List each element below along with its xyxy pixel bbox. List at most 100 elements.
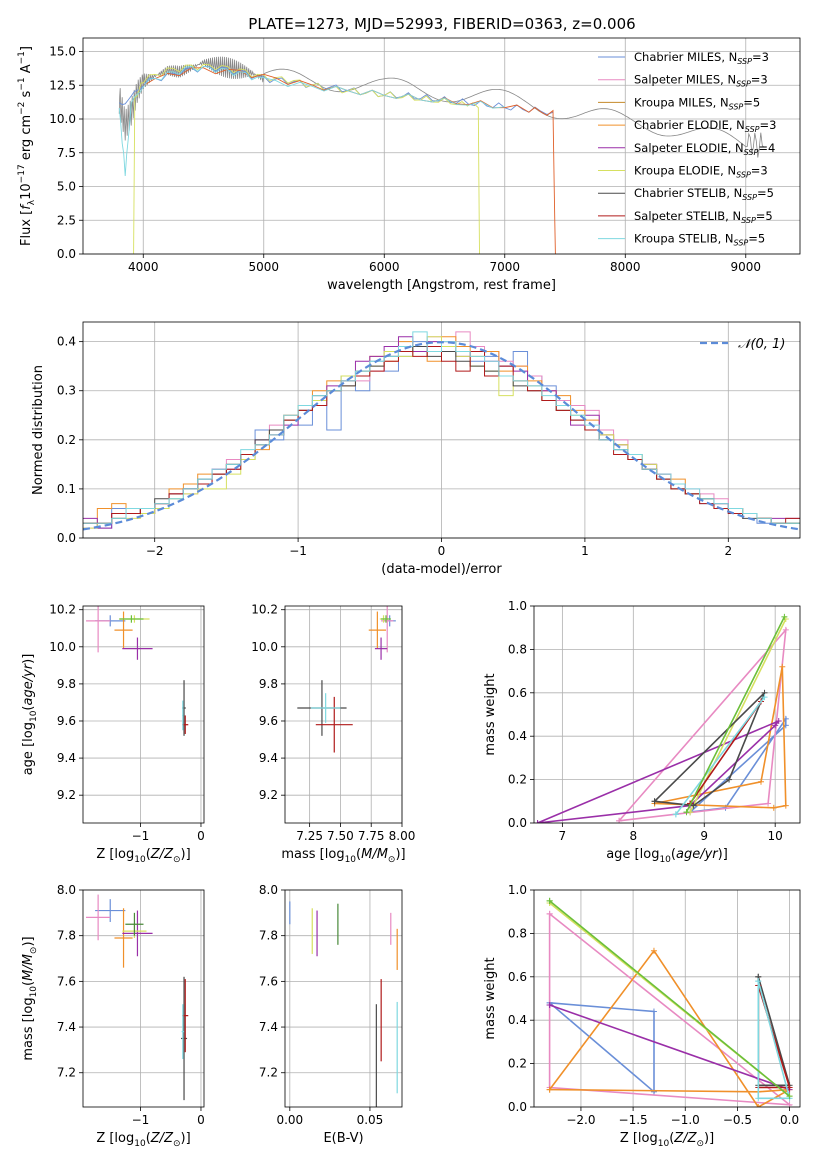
x-tick-label: −1.5 bbox=[619, 1113, 648, 1127]
error-bar-point bbox=[122, 637, 153, 660]
y-tick-label: 15.0 bbox=[49, 45, 76, 59]
label-part: ( bbox=[671, 847, 676, 862]
y-tick-label: 9.8 bbox=[259, 677, 278, 691]
weight-marker bbox=[534, 820, 541, 823]
label-part: SSP bbox=[741, 216, 756, 225]
label-part: SSP bbox=[745, 125, 760, 134]
error-bar-point bbox=[374, 637, 388, 660]
y-tick-label: 7.4 bbox=[259, 1020, 278, 1034]
label-part: Salpeter ELODIE, N bbox=[634, 141, 744, 155]
weight-marker bbox=[755, 978, 762, 985]
y-tick-label: 0.2 bbox=[508, 1057, 527, 1071]
label-part: age [log bbox=[21, 722, 36, 775]
label-part: Chabrier STELIB, N bbox=[634, 186, 742, 200]
label-part: =3 bbox=[751, 164, 768, 178]
label-part: 10 bbox=[29, 986, 39, 998]
plot-area bbox=[297, 606, 396, 753]
y-axis-label: mass weight bbox=[483, 673, 498, 755]
y-tick-label: 2.5 bbox=[57, 213, 76, 227]
label-part: −1 bbox=[17, 51, 27, 64]
label-part: f bbox=[19, 203, 34, 210]
x-tick-label: 6000 bbox=[369, 260, 400, 274]
label-part: 10 bbox=[659, 855, 671, 865]
label-part: ⊙ bbox=[696, 1139, 704, 1149]
y-tick-label: 0.0 bbox=[57, 247, 76, 261]
label-part: mass [log bbox=[281, 847, 344, 862]
weight-marker bbox=[650, 1088, 657, 1095]
x-tick-label: 0 bbox=[197, 1113, 205, 1127]
y-tick-label: 10.2 bbox=[251, 603, 278, 617]
y-tick-label: 8.0 bbox=[259, 883, 278, 897]
error-bar-point bbox=[381, 615, 391, 623]
x-tick-label: 9 bbox=[700, 829, 708, 843]
weight-marker bbox=[672, 811, 679, 818]
label-part: 10 bbox=[134, 1139, 146, 1149]
label-part: mass [log bbox=[21, 997, 36, 1060]
label-part: 10 bbox=[345, 855, 357, 865]
plot-area bbox=[86, 894, 189, 1101]
weight-line bbox=[548, 913, 793, 1106]
label-part: ( bbox=[669, 1131, 674, 1146]
label-part: ( bbox=[146, 847, 151, 862]
label-part: )] bbox=[21, 936, 36, 946]
y-tick-label: 7.6 bbox=[57, 974, 76, 988]
error-bar-point bbox=[122, 910, 153, 957]
label-part: ⊙ bbox=[29, 947, 39, 955]
label-part: )] bbox=[181, 847, 191, 862]
x-tick-label: −1.0 bbox=[671, 1113, 700, 1127]
label-part: A bbox=[19, 64, 34, 77]
x-tick-label: −1 bbox=[289, 544, 307, 558]
axes-frame bbox=[82, 37, 801, 255]
x-tick-label: 0.0 bbox=[780, 1113, 799, 1127]
y-tick-label: 0.4 bbox=[57, 335, 76, 349]
weight-line bbox=[757, 980, 791, 1100]
label-part: Salpeter MILES, N bbox=[634, 73, 736, 87]
axes-frame bbox=[82, 321, 801, 539]
label-part: )] bbox=[704, 1131, 714, 1146]
y-tick-label: 5.0 bbox=[57, 180, 76, 194]
plot-area bbox=[534, 613, 789, 823]
label-part: Z/Z bbox=[673, 1131, 697, 1146]
axes-spectrum: 4000 5000 6000 7000 8000 9000 0.0 2.5 5.0 7.5 10.0… bbox=[17, 37, 801, 293]
weight-marker bbox=[757, 778, 764, 785]
weight-marker bbox=[690, 802, 697, 809]
legend: Chabrier MILES, N SSP =3 Salpeter MILES, N S… bbox=[598, 50, 776, 248]
weight-marker bbox=[765, 800, 772, 807]
y-tick-label: 9.4 bbox=[57, 751, 76, 765]
label-part: erg cm bbox=[19, 115, 34, 164]
label-part: )] bbox=[21, 654, 36, 664]
label-part: )] bbox=[395, 847, 405, 862]
x-tick-label: 8000 bbox=[610, 260, 641, 274]
y-tick-label: 7.8 bbox=[259, 929, 278, 943]
label-part: SSP bbox=[734, 239, 749, 248]
label-part: ( bbox=[21, 706, 36, 711]
figure-title: PLATE=1273, MJD=52993, FIBERID=0363, z=0… bbox=[248, 15, 635, 33]
weight-marker bbox=[772, 722, 779, 729]
weight-marker bbox=[779, 663, 786, 670]
weight-marker bbox=[546, 910, 553, 917]
legend-entry: Kroupa STELIB, NSSP=5 bbox=[634, 232, 765, 248]
y-tick-label: 7.4 bbox=[57, 1020, 76, 1034]
x-axis-label: Z [log10(Z/Z⊙)] bbox=[96, 847, 190, 865]
label-part: ⊙ bbox=[173, 855, 181, 865]
weight-marker bbox=[650, 1008, 657, 1015]
label-part: Z [log bbox=[620, 1131, 658, 1146]
y-tick-label: 9.6 bbox=[259, 714, 278, 728]
label-part: =3 bbox=[751, 73, 768, 87]
y-tick-label: 0.6 bbox=[508, 970, 527, 984]
label-part: Kroupa STELIB, N bbox=[634, 232, 734, 246]
y-axis-label: Normed distribution bbox=[31, 365, 46, 495]
y-tick-label: 0.8 bbox=[508, 926, 527, 940]
weight-marker bbox=[650, 947, 657, 954]
label-part: age/yr bbox=[21, 662, 36, 705]
label-part: =5 bbox=[748, 232, 765, 246]
y-tick-label: 0.1 bbox=[57, 482, 76, 496]
label-part: Kroupa ELODIE, N bbox=[634, 164, 736, 178]
x-tick-label: 5000 bbox=[248, 260, 279, 274]
x-tick-label: −2.0 bbox=[566, 1113, 595, 1127]
axes-residuals: −2 −1 0 1 2 0.0 0.1 0.2 0.3 0.4 (data-model)/error… bbox=[31, 321, 801, 577]
label-part: Chabrier MILES, N bbox=[634, 50, 737, 64]
label-part: ( bbox=[146, 1131, 151, 1146]
y-tick-label: 1.0 bbox=[508, 883, 527, 897]
